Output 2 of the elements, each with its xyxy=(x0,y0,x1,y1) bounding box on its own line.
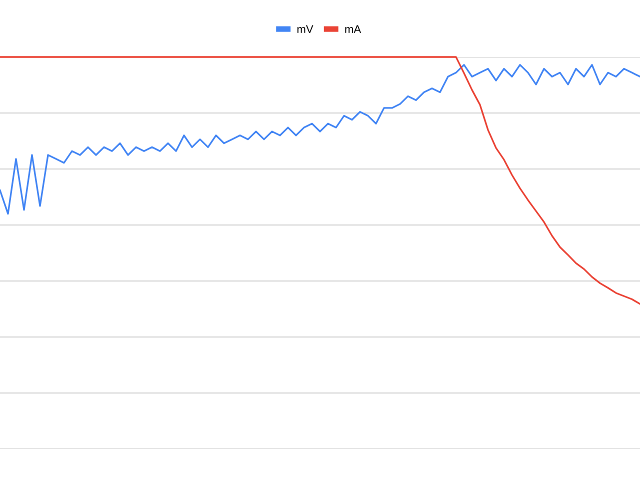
legend-label: mA xyxy=(345,25,362,33)
legend-label: mV xyxy=(297,25,314,33)
